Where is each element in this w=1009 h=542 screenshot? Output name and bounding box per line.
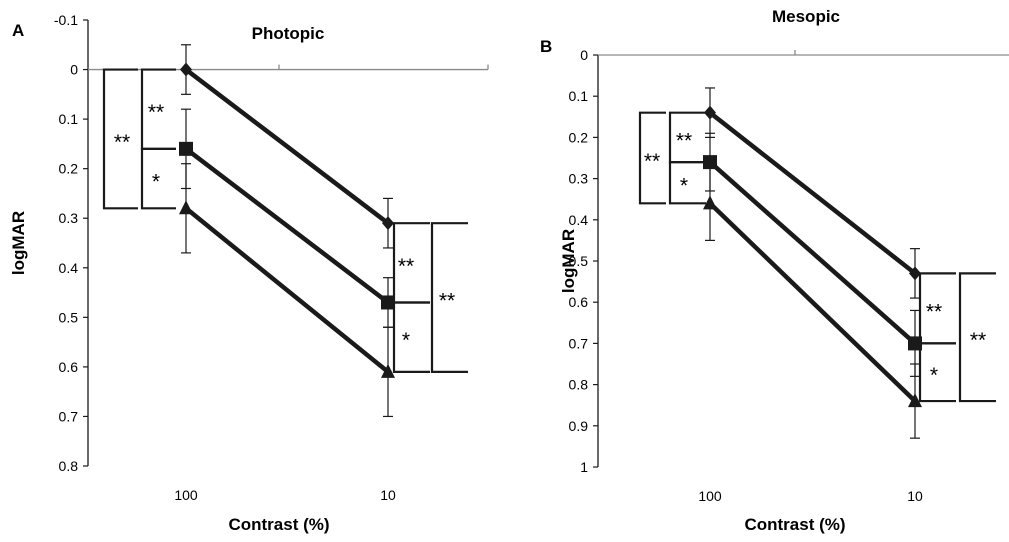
panel-b: B Mesopic 0 0.1 0.2 0.3 0.4 0.5 0.6 0.7 0.8 0.9 1 100… — [540, 7, 1009, 534]
significance-label: * — [930, 364, 938, 387]
diamond-marker — [180, 62, 192, 77]
y-tick-label: 0.6 — [59, 359, 79, 375]
chart-title: Photopic — [252, 24, 325, 43]
y-tick-label: -0.1 — [54, 12, 78, 28]
series-line — [184, 67, 390, 225]
y-tick-label: 0.7 — [569, 335, 589, 351]
triangle-marker — [381, 363, 395, 378]
y-tick-label: 0.3 — [59, 210, 79, 226]
significance-label: ** — [114, 131, 130, 154]
y-tick-label: 0 — [580, 47, 588, 63]
triangle-marker — [179, 200, 193, 215]
square-marker — [381, 295, 395, 310]
significance-bracket — [392, 301, 430, 373]
x-tick-label: 100 — [698, 488, 722, 504]
significance-bracket — [958, 272, 996, 403]
significance-label: * — [680, 175, 688, 198]
significance-label: ** — [439, 290, 455, 313]
series-line — [184, 206, 390, 374]
square-marker — [179, 141, 193, 156]
significance-bracket — [668, 161, 706, 205]
y-tick-label: 0.2 — [59, 161, 79, 177]
y-tick-label: 1 — [580, 459, 588, 475]
significance-bracket — [430, 222, 468, 373]
diamond-marker — [382, 216, 394, 231]
series-line — [708, 110, 917, 276]
y-tick-label: 0.4 — [59, 260, 79, 276]
diamond-marker — [909, 266, 921, 281]
significance-label: ** — [398, 255, 414, 278]
triangle-marker — [908, 393, 922, 408]
significance-bracket — [638, 111, 666, 205]
significance-label: * — [152, 171, 160, 194]
y-tick-label: 0.5 — [59, 309, 79, 325]
significance-label: ** — [970, 329, 986, 352]
y-tick-label: 0.8 — [59, 458, 79, 474]
significance-label: ** — [148, 101, 164, 124]
chart-title: Mesopic — [772, 7, 840, 26]
y-tick-label: 0.7 — [59, 408, 79, 424]
significance-label: ** — [926, 300, 942, 323]
y-tick-label: 0.3 — [569, 171, 589, 187]
series-line — [708, 160, 917, 346]
y-tick-label: 0.6 — [569, 294, 589, 310]
square-marker — [908, 336, 922, 351]
y-axis-title: logMAR — [9, 211, 28, 275]
y-tick-label: 0.4 — [569, 212, 589, 228]
y-tick-label: 0.8 — [569, 377, 589, 393]
triangle-marker — [703, 195, 717, 210]
panel-a: A Photopic -0.1 0 0.1 0.2 0.3 0.4 0.5 0.6 0.7 0.8 10… — [9, 12, 489, 534]
significance-bracket — [140, 147, 176, 210]
x-tick-label: 10 — [907, 488, 923, 504]
y-tick-label: 0.5 — [569, 253, 589, 269]
significance-label: ** — [676, 129, 692, 152]
x-axis-title: Contrast (%) — [744, 515, 845, 534]
square-marker — [703, 155, 717, 170]
x-tick-label: 100 — [174, 487, 198, 503]
y-tick-label: 0.9 — [569, 418, 589, 434]
panel-label: B — [540, 37, 552, 56]
y-tick-label: 0.1 — [569, 88, 589, 104]
significance-bracket — [102, 68, 138, 210]
y-tick-label: 0.1 — [59, 111, 79, 127]
y-axis-title: logMAR — [559, 229, 578, 293]
significance-label: ** — [644, 150, 660, 173]
diamond-marker — [704, 105, 716, 120]
x-axis-title: Contrast (%) — [228, 515, 329, 534]
panel-label: A — [12, 21, 24, 40]
series-line — [708, 201, 917, 403]
x-tick-label: 10 — [380, 487, 396, 503]
y-tick-label: 0 — [70, 62, 78, 78]
significance-bracket — [918, 342, 956, 403]
significance-label: * — [402, 329, 410, 352]
y-tick-label: 0.2 — [569, 129, 589, 145]
series-line — [184, 147, 390, 305]
